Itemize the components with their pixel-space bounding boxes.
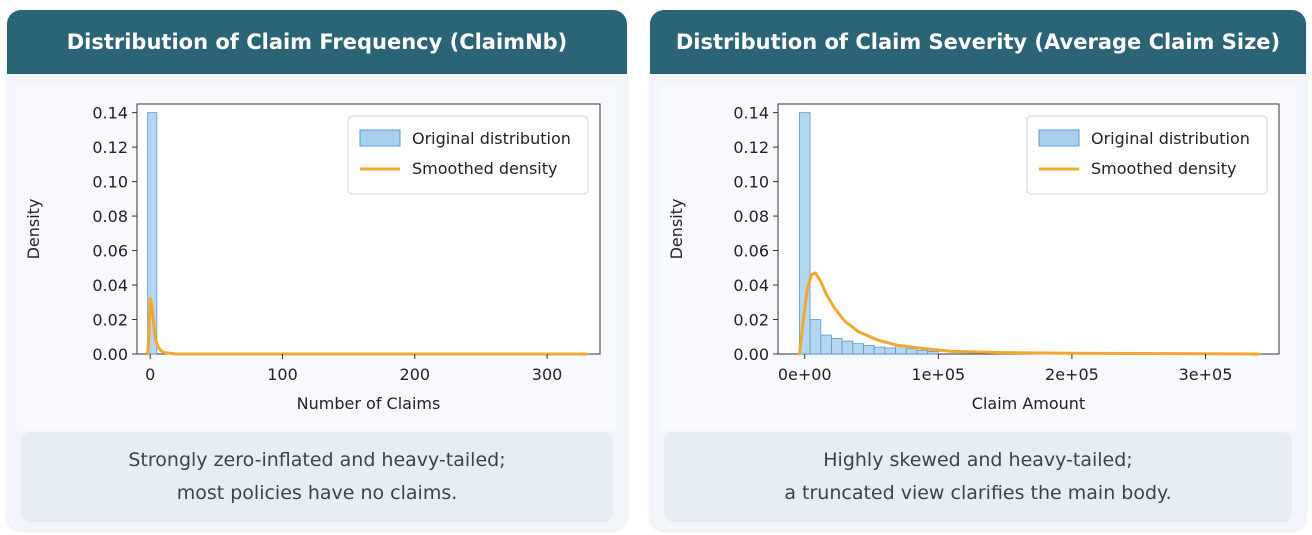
y-axis-label: Density (24, 199, 43, 260)
x-tick-label: 100 (267, 365, 298, 384)
density-line (797, 271, 1261, 356)
histogram-bar (841, 340, 854, 355)
histogram-bar (147, 112, 158, 355)
x-tick-label: 0 (145, 365, 155, 384)
x-tick-label: 300 (532, 365, 563, 384)
y-tick-label: 0.04 (733, 276, 769, 295)
legend-box (1026, 115, 1268, 195)
severity-chart: 0.00 0.02 0.04 0.06 0.08 0.10 0.12 0.14 0e+00 1e+… (667, 103, 1280, 413)
x-axis-label: Claim Amount (972, 394, 1085, 413)
legend-label-original: Original distribution (1091, 129, 1250, 148)
y-tick-label: 0.08 (733, 207, 769, 226)
frequency-chart-area: 0.00 0.02 0.04 0.06 0.08 0.10 0.12 0.14 0 100 200 3… (17, 86, 617, 431)
legend: Original distribution Smoothed density (1026, 115, 1268, 195)
legend-box (347, 115, 589, 195)
histogram-bar (809, 319, 822, 355)
histogram-bar (873, 346, 886, 355)
y-axis-label: Density (667, 199, 686, 260)
y-tick-label: 0.04 (92, 276, 128, 295)
frequency-chart: 0.00 0.02 0.04 0.06 0.08 0.10 0.12 0.14 0 100 200 3… (24, 103, 601, 413)
histogram-bar (905, 348, 918, 355)
caption-line-1: Highly skewed and heavy-tailed; (823, 449, 1133, 471)
panel-caption: Strongly zero-inflated and heavy-tailed;… (21, 432, 613, 522)
legend: Original distribution Smoothed density (347, 115, 589, 195)
y-tick-label: 0.10 (733, 173, 769, 192)
histogram-bar (884, 347, 896, 355)
x-axis-label: Number of Claims (297, 394, 441, 413)
panel-caption: Highly skewed and heavy-tailed; a trunca… (664, 432, 1292, 522)
y-tick-label: 0.14 (733, 104, 769, 123)
y-tick-label: 0.12 (92, 138, 128, 157)
histogram-bar (831, 338, 843, 355)
severity-panel: Distribution of Claim Severity (Average … (650, 10, 1306, 530)
caption-line-2: a truncated view clarifies the main body… (784, 482, 1172, 504)
y-tick-label: 0.02 (733, 311, 769, 330)
histogram-bar (863, 344, 875, 355)
caption-line-2: most policies have no claims. (176, 482, 458, 504)
histogram-bar (916, 350, 929, 355)
caption-line-1: Strongly zero-inflated and heavy-tailed; (128, 449, 506, 471)
severity-chart-area: 0.00 0.02 0.04 0.06 0.08 0.10 0.12 0.14 0e+00 1e+… (660, 86, 1296, 431)
histogram-bar (852, 343, 864, 355)
y-tick-label: 0.14 (92, 104, 128, 123)
frequency-panel: Distribution of Claim Frequency (ClaimNb… (7, 10, 627, 530)
legend-label-smoothed: Smoothed density (412, 159, 557, 178)
y-tick-label: 0.10 (92, 173, 128, 192)
panel-title: Distribution of Claim Frequency (ClaimNb… (7, 10, 627, 74)
histogram-bar (820, 334, 832, 355)
legend-swatch-bars (359, 129, 401, 147)
legend-label-smoothed: Smoothed density (1091, 159, 1236, 178)
panel-title: Distribution of Claim Severity (Average … (650, 10, 1306, 74)
y-tick-label: 0.06 (92, 242, 128, 261)
y-tick-label: 0.06 (733, 242, 769, 261)
legend-label-original: Original distribution (412, 129, 571, 148)
legend-swatch-bars (1038, 129, 1080, 147)
y-tick-label: 0.12 (733, 138, 769, 157)
y-tick-label: 0.08 (92, 207, 128, 226)
x-tick-label: 3e+05 (1179, 365, 1233, 384)
x-tick-label: 200 (400, 365, 431, 384)
y-tick-label: 0.00 (733, 345, 769, 364)
y-tick-label: 0.02 (92, 311, 128, 330)
density-line (146, 297, 589, 356)
x-tick-label: 2e+05 (1045, 365, 1099, 384)
x-tick-label: 0e+00 (778, 365, 832, 384)
x-tick-label: 1e+05 (911, 365, 965, 384)
y-tick-label: 0.00 (92, 345, 128, 364)
histogram-bar (927, 351, 939, 355)
